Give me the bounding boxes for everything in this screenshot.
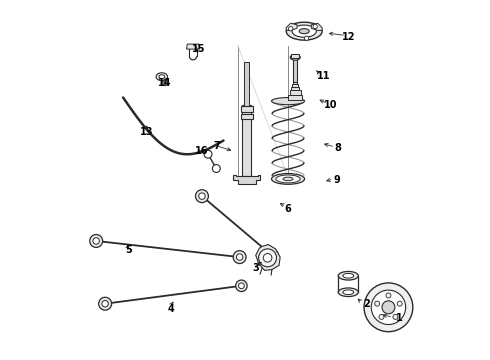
Text: 3: 3 xyxy=(252,263,259,273)
Text: 13: 13 xyxy=(140,127,153,136)
Polygon shape xyxy=(286,23,297,31)
Polygon shape xyxy=(187,44,199,49)
Bar xyxy=(291,54,299,58)
Circle shape xyxy=(196,190,208,203)
Text: 6: 6 xyxy=(285,204,292,214)
Circle shape xyxy=(371,290,406,324)
Circle shape xyxy=(382,301,395,314)
Circle shape xyxy=(386,293,391,298)
Circle shape xyxy=(236,280,247,292)
Polygon shape xyxy=(293,84,298,87)
Bar xyxy=(245,62,249,108)
Bar xyxy=(241,114,252,119)
Text: 11: 11 xyxy=(317,71,331,81)
Text: 5: 5 xyxy=(125,245,132,255)
Circle shape xyxy=(266,249,278,262)
Circle shape xyxy=(93,238,99,244)
Text: 15: 15 xyxy=(192,44,205,54)
Polygon shape xyxy=(311,23,322,31)
Ellipse shape xyxy=(338,271,358,280)
Ellipse shape xyxy=(271,98,304,105)
Text: 14: 14 xyxy=(158,78,171,88)
Polygon shape xyxy=(291,87,299,90)
Circle shape xyxy=(98,297,112,310)
Circle shape xyxy=(239,283,245,289)
Polygon shape xyxy=(233,175,260,184)
Ellipse shape xyxy=(292,25,317,37)
Polygon shape xyxy=(289,95,302,100)
Circle shape xyxy=(102,301,108,307)
Text: 10: 10 xyxy=(324,100,338,110)
Text: 2: 2 xyxy=(364,299,370,309)
Circle shape xyxy=(379,314,384,319)
Ellipse shape xyxy=(343,273,354,278)
Circle shape xyxy=(259,249,276,267)
Ellipse shape xyxy=(271,174,304,184)
Ellipse shape xyxy=(343,290,354,294)
Text: 12: 12 xyxy=(342,32,356,41)
Ellipse shape xyxy=(283,177,293,181)
Text: 16: 16 xyxy=(195,146,209,156)
Circle shape xyxy=(233,251,246,264)
Circle shape xyxy=(397,301,402,306)
Circle shape xyxy=(236,254,243,260)
Circle shape xyxy=(269,252,275,258)
Ellipse shape xyxy=(286,22,322,40)
Circle shape xyxy=(212,165,220,172)
Ellipse shape xyxy=(276,175,300,183)
Circle shape xyxy=(375,301,380,306)
Circle shape xyxy=(393,314,398,319)
Text: 8: 8 xyxy=(335,143,342,153)
Polygon shape xyxy=(256,244,280,270)
Circle shape xyxy=(313,24,318,29)
Ellipse shape xyxy=(299,29,309,34)
Bar xyxy=(293,57,297,82)
Circle shape xyxy=(304,36,309,40)
Ellipse shape xyxy=(159,75,165,79)
Ellipse shape xyxy=(156,73,168,81)
Text: 1: 1 xyxy=(396,313,403,323)
Circle shape xyxy=(289,27,293,31)
Bar xyxy=(242,105,251,176)
Bar xyxy=(241,107,252,112)
Ellipse shape xyxy=(290,54,300,60)
Circle shape xyxy=(199,193,205,199)
Text: 7: 7 xyxy=(213,141,220,151)
Ellipse shape xyxy=(338,288,358,297)
Circle shape xyxy=(90,234,102,247)
Circle shape xyxy=(263,253,272,262)
Ellipse shape xyxy=(163,82,167,85)
Polygon shape xyxy=(290,90,300,95)
Text: 9: 9 xyxy=(333,175,340,185)
Text: 4: 4 xyxy=(168,304,175,314)
Circle shape xyxy=(204,150,212,158)
Ellipse shape xyxy=(161,81,168,86)
Circle shape xyxy=(364,283,413,332)
Polygon shape xyxy=(293,82,297,84)
